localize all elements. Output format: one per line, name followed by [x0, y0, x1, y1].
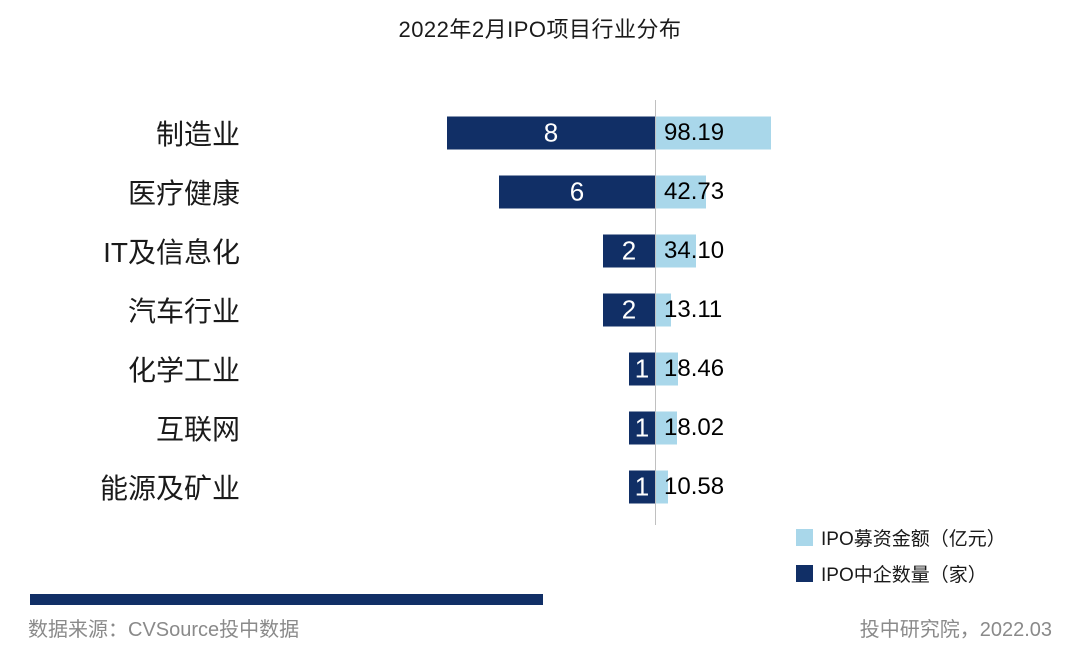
count-bar: 1 [629, 352, 655, 385]
category-label: 化学工业 [127, 354, 240, 386]
chart-row: IT及信息化 2 34.10 [0, 221, 1080, 280]
count-bar: 1 [629, 411, 655, 444]
amount-bar [656, 175, 706, 208]
footer-divider-bar [30, 594, 543, 605]
count-value-label: 1 [634, 471, 650, 502]
chart-row: 汽车行业 2 13.11 [0, 280, 1080, 339]
legend-item-count: IPO中企数量（家） [796, 560, 1006, 587]
chart-title: 2022年2月IPO项目行业分布 [398, 17, 682, 42]
amount-bar [656, 234, 696, 267]
legend-item-amount: IPO募资金额（亿元） [796, 524, 1006, 551]
amount-legend-swatch [796, 529, 813, 546]
amount-value-label: 98.19 [664, 118, 725, 146]
chart-row: 能源及矿业 1 10.58 [0, 457, 1080, 516]
chart-row: 制造业 8 98.19 [0, 103, 1080, 162]
data-source-text: 数据来源：CVSource投中数据 [28, 619, 300, 641]
chart-row: 医疗健康 6 42.73 [0, 162, 1080, 221]
count-bar: 8 [447, 116, 655, 149]
count-bar: 2 [603, 234, 655, 267]
category-label: 制造业 [155, 118, 240, 150]
count-legend-label: IPO中企数量（家） [821, 565, 987, 586]
count-value-label: 6 [569, 176, 585, 207]
amount-value-label: 18.46 [664, 354, 725, 382]
baseline-axis [655, 100, 656, 525]
count-bar: 2 [603, 293, 655, 326]
count-bar: 6 [499, 175, 655, 208]
legend: IPO募资金额（亿元） IPO中企数量（家） [796, 524, 1006, 587]
amount-value-label: 10.58 [664, 472, 725, 500]
amount-value-label: 34.10 [664, 236, 725, 264]
count-value-label: 1 [634, 353, 650, 384]
amount-value-label: 18.02 [664, 413, 725, 441]
amount-bar [656, 352, 678, 385]
chart-row: 化学工业 1 18.46 [0, 339, 1080, 398]
count-value-label: 8 [543, 117, 559, 148]
count-value-label: 1 [634, 412, 650, 443]
amount-value-label: 13.11 [664, 295, 723, 323]
amount-bar [656, 293, 672, 326]
amount-legend-label: IPO募资金额（亿元） [821, 529, 1006, 550]
count-value-label: 2 [621, 294, 637, 325]
count-bar: 1 [629, 470, 655, 503]
category-label: 医疗健康 [127, 177, 240, 209]
category-label: IT及信息化 [103, 236, 240, 268]
chart-rows: 制造业 8 98.19 医疗健康 6 42.73 IT及信息化 2 34.10 … [0, 103, 1080, 516]
count-legend-swatch [796, 565, 813, 582]
credit-text: 投中研究院，2022.03 [859, 619, 1052, 641]
amount-value-label: 42.73 [664, 177, 725, 205]
category-label: 能源及矿业 [99, 472, 240, 504]
chart-row: 互联网 1 18.02 [0, 398, 1080, 457]
amount-bar [656, 470, 669, 503]
amount-bar [656, 411, 678, 444]
count-value-label: 2 [621, 235, 637, 266]
category-label: 互联网 [155, 413, 240, 445]
amount-bar [656, 116, 771, 149]
category-label: 汽车行业 [127, 295, 240, 327]
